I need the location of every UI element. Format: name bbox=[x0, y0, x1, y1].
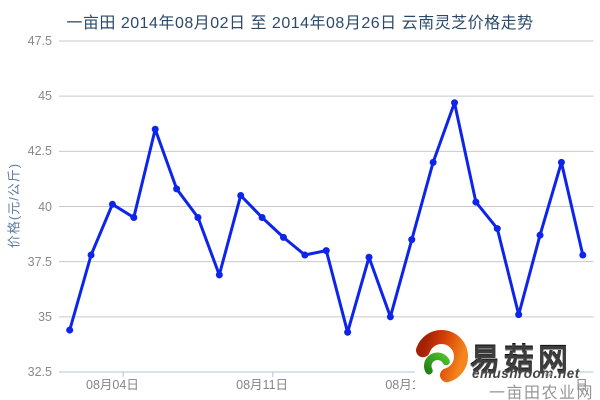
data-point-marker bbox=[515, 311, 523, 319]
chart-title: 一亩田 2014年08月02日 至 2014年08月26日 云南灵芝价格走势 bbox=[66, 15, 534, 32]
y-axis-label: 45 bbox=[38, 89, 52, 104]
data-point-marker bbox=[237, 191, 245, 199]
data-point-marker bbox=[151, 125, 159, 133]
data-point-marker bbox=[130, 214, 138, 222]
data-point-marker bbox=[365, 253, 373, 261]
data-point-marker bbox=[301, 251, 309, 259]
data-point-marker bbox=[493, 225, 501, 233]
y-axis-label: 32.5 bbox=[27, 365, 52, 379]
data-point-marker bbox=[429, 158, 437, 166]
data-point-marker bbox=[344, 328, 352, 336]
y-axis-label: 47.5 bbox=[27, 34, 52, 48]
data-point-marker bbox=[87, 251, 95, 259]
x-axis-label: 08月04日 bbox=[86, 378, 139, 392]
price-line-series bbox=[68, 101, 585, 334]
x-axis-label: 08月25日 bbox=[535, 378, 588, 392]
data-point-marker bbox=[194, 214, 202, 222]
data-point-marker bbox=[579, 251, 587, 259]
data-point-marker bbox=[279, 233, 287, 241]
data-point-marker bbox=[472, 198, 480, 206]
data-point-marker bbox=[108, 200, 116, 208]
data-point-marker bbox=[386, 313, 394, 321]
data-point-marker bbox=[66, 326, 74, 334]
data-point-marker bbox=[408, 236, 416, 244]
data-point-marker bbox=[322, 247, 330, 255]
data-point-marker bbox=[557, 158, 565, 166]
data-point-marker bbox=[258, 214, 266, 222]
y-axis-label: 35 bbox=[38, 309, 52, 324]
data-point-marker bbox=[451, 99, 459, 107]
data-point-marker bbox=[536, 231, 544, 239]
data-point-marker bbox=[215, 271, 223, 279]
y-axis-label: 40 bbox=[38, 199, 52, 214]
data-point-marker bbox=[173, 185, 181, 193]
x-axis-label: 08月18日 bbox=[385, 378, 439, 392]
x-axis-label: 08月11日 bbox=[236, 378, 289, 392]
y-axis-label: 42.5 bbox=[27, 144, 52, 159]
y-axis-label: 37.5 bbox=[27, 254, 52, 269]
